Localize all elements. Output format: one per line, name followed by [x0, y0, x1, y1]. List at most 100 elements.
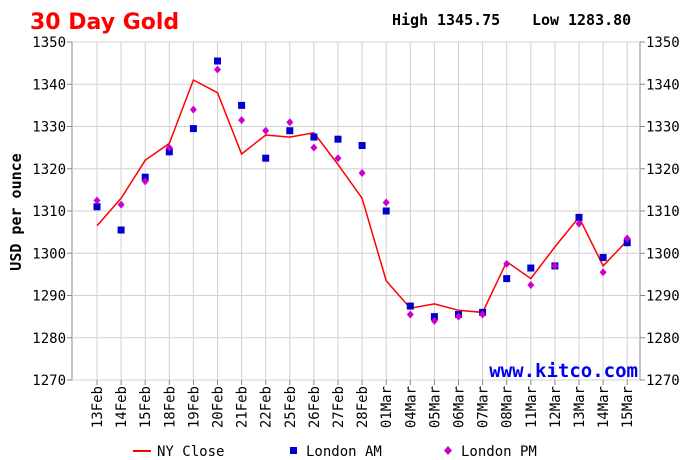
- london-pm-point: [238, 116, 246, 125]
- x-tick-label: 05Mar: [427, 386, 443, 428]
- london-pm-point: [382, 198, 390, 207]
- legend-london-pm-swatch: [444, 446, 452, 455]
- x-tick-label: 14Feb: [114, 386, 130, 428]
- x-tick-label: 25Feb: [283, 386, 299, 428]
- high-value: 1345.75: [437, 11, 500, 29]
- london-am-point: [286, 127, 294, 135]
- y-tick-label-right: 1270: [646, 373, 680, 389]
- y-tick-label-right: 1310: [646, 204, 680, 220]
- x-tick-label: 15Mar: [620, 386, 636, 428]
- london-pm-point: [214, 65, 221, 74]
- x-tick-label: 13Mar: [572, 386, 588, 428]
- london-pm-point: [623, 234, 631, 243]
- london-pm-point: [286, 118, 294, 127]
- london-am-point: [503, 275, 511, 283]
- x-tick-label: 14Mar: [596, 386, 612, 428]
- x-tick-label: 18Feb: [162, 386, 178, 428]
- london-am-point: [334, 135, 342, 143]
- high-label: High: [392, 11, 428, 29]
- london-pm-point: [455, 312, 462, 321]
- london-am-point: [262, 154, 270, 162]
- x-tick-label: 08Mar: [500, 386, 516, 428]
- london-pm-point: [430, 316, 438, 325]
- legend-ny-close-label: NY Close: [157, 444, 224, 460]
- london-am-point: [141, 173, 149, 181]
- x-tick-label: 07Mar: [476, 386, 492, 428]
- x-tick-label: 21Feb: [235, 386, 251, 428]
- london-pm-point: [262, 126, 270, 135]
- y-tick-labels-right: 1270 1280 1290 1300 1310 1320 1330 1340 1350: [646, 35, 680, 389]
- x-tick-labels: 13Feb 14Feb 15Feb 18Feb 19Feb 20Feb 21Feb 22Feb…: [90, 386, 636, 428]
- london-am-point: [214, 57, 221, 65]
- x-tick-label: 04Mar: [403, 386, 419, 428]
- london-pm-point: [503, 259, 511, 268]
- x-tick-label: 26Feb: [307, 386, 323, 428]
- london-am-point: [93, 203, 101, 211]
- x-tick-label: 19Feb: [186, 386, 202, 428]
- london-pm-point: [527, 280, 535, 289]
- y-tick-label-right: 1290: [646, 289, 680, 305]
- london-pm-point: [551, 261, 559, 270]
- london-pm-point: [358, 168, 366, 177]
- y-tick-label-right: 1320: [646, 162, 680, 178]
- watermark: www.kitco.com: [489, 360, 638, 382]
- london-am-point: [599, 253, 607, 261]
- london-am-point: [406, 302, 414, 310]
- london-pm-point: [334, 154, 342, 163]
- london-am-point: [310, 133, 318, 141]
- y-tick-label-right: 1280: [646, 331, 680, 347]
- x-tick-label: 01Mar: [379, 386, 395, 428]
- london-am-point: [165, 148, 173, 156]
- ny-close-line: [96, 78, 628, 314]
- london-pm-point: [117, 200, 125, 209]
- london-am-point: [238, 101, 246, 109]
- london-pm-point: [165, 143, 173, 152]
- y-tick-label-right: 1350: [646, 35, 680, 51]
- legend-london-am-swatch: [290, 447, 297, 454]
- y-tick-label-left: 1330: [32, 120, 66, 136]
- london-am-point: [382, 207, 390, 215]
- y-tick-label-right: 1340: [646, 77, 680, 93]
- chart-title: 30 Day Gold: [30, 10, 179, 35]
- x-tick-label: 15Feb: [138, 386, 154, 428]
- london-pm-point: [189, 105, 197, 114]
- london-am-point: [358, 142, 366, 150]
- legend-london-pm-label: London PM: [461, 444, 537, 460]
- y-tick-label-left: 1270: [32, 373, 66, 389]
- x-tick-label: 06Mar: [452, 386, 468, 428]
- x-tick-label: 22Feb: [259, 386, 275, 428]
- x-tick-label: 28Feb: [355, 386, 371, 428]
- y-tick-label-left: 1320: [32, 162, 66, 178]
- london-am-point: [189, 125, 197, 133]
- london-pm-point: [575, 219, 583, 228]
- london-am-point: [623, 239, 631, 247]
- y-tick-labels-left: 1270 1280 1290 1300 1310 1320 1330 1340 1350: [32, 35, 66, 389]
- y-tick-label-left: 1280: [32, 331, 66, 347]
- low-label: Low: [532, 11, 560, 29]
- legend-london-am-label: London AM: [306, 444, 382, 460]
- ny-close-series: [96, 78, 628, 314]
- y-tick-label-left: 1290: [32, 289, 66, 305]
- high-low-readout: High 1345.75 Low 1283.80: [392, 11, 631, 29]
- legend: NY Close London AM London PM: [133, 444, 537, 460]
- london-pm-point: [479, 310, 487, 319]
- y-tick-label-left: 1350: [32, 35, 66, 51]
- london-am-point: [117, 226, 125, 234]
- london-am-point: [575, 213, 583, 221]
- x-tick-label: 11Mar: [524, 386, 540, 428]
- london-pm-point: [141, 177, 149, 186]
- london-pm-point: [406, 310, 414, 319]
- x-tick-label: 12Mar: [548, 386, 564, 428]
- london-am-point: [430, 313, 438, 321]
- london-am-point: [527, 264, 535, 272]
- y-tick-label-right: 1300: [646, 246, 680, 262]
- y-axis-label: USD per ounce: [7, 153, 25, 270]
- london-pm-series: [93, 65, 631, 325]
- london-pm-point: [310, 143, 318, 152]
- london-pm-point: [599, 268, 607, 277]
- x-tick-label: 27Feb: [331, 386, 347, 428]
- y-tick-label-right: 1330: [646, 120, 680, 136]
- x-tick-label: 13Feb: [90, 386, 106, 428]
